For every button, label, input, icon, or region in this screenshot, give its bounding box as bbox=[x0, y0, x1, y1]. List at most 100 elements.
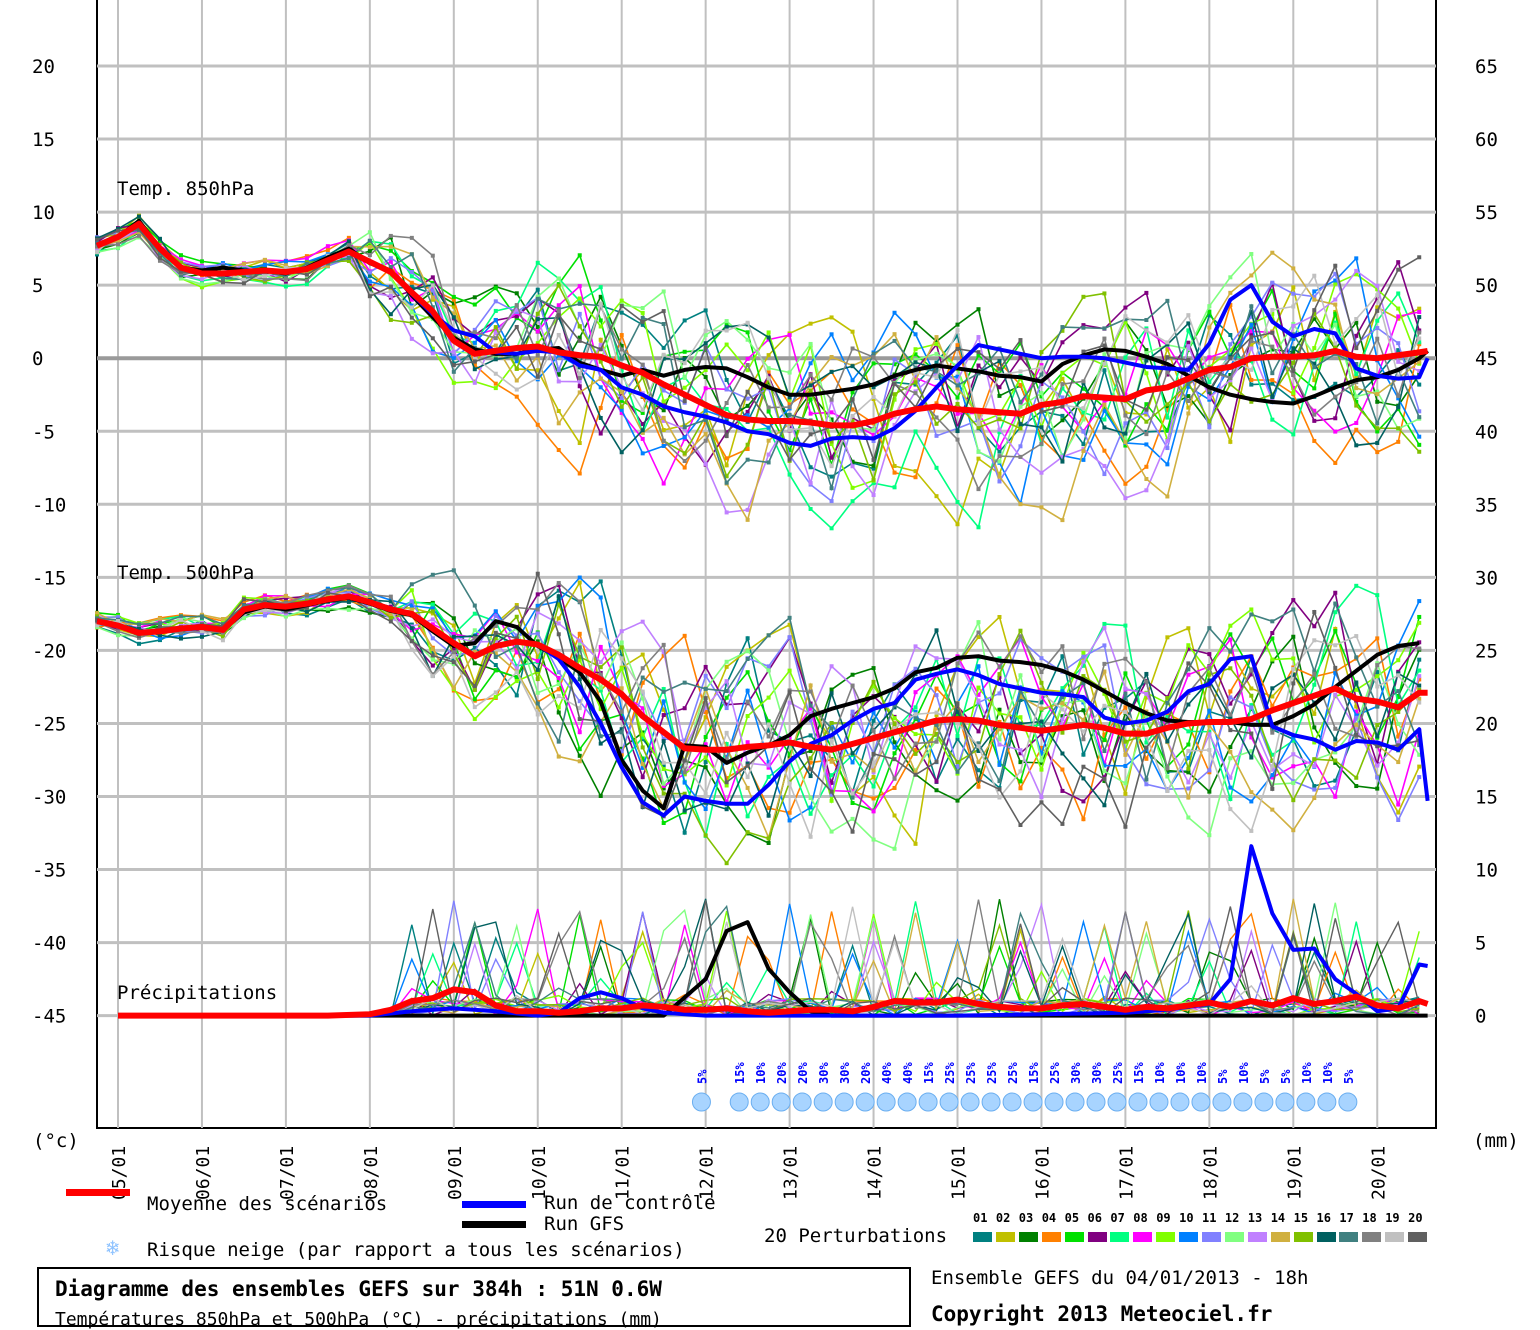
t500-member-point bbox=[850, 801, 855, 806]
t500-member-point bbox=[703, 715, 708, 720]
t850-member-point bbox=[703, 375, 708, 380]
t500-member-point bbox=[1039, 706, 1044, 711]
perturbation-swatch-09 bbox=[1156, 1232, 1176, 1242]
t500-member-point bbox=[116, 626, 120, 631]
t850-member-point bbox=[556, 313, 561, 318]
t850-member-point bbox=[1144, 290, 1149, 295]
t500-member-point bbox=[157, 621, 162, 626]
t500-member-point bbox=[829, 691, 834, 696]
t850-member-point bbox=[388, 317, 393, 322]
t850-member-point bbox=[1312, 297, 1317, 302]
t500-member-point bbox=[808, 749, 813, 754]
y-right-tick-label: 5 bbox=[1475, 933, 1486, 955]
t850-member-point bbox=[178, 253, 183, 258]
t850-member-point bbox=[1186, 358, 1191, 363]
t500-member-point bbox=[577, 575, 582, 580]
t850-member-point bbox=[1144, 476, 1149, 481]
t500-member-point bbox=[640, 804, 645, 809]
t850-member-point bbox=[640, 306, 645, 311]
t850-member-point bbox=[829, 439, 834, 444]
t850-member-point bbox=[1291, 372, 1296, 377]
t850-member-point bbox=[430, 283, 435, 288]
t500-member-point bbox=[955, 769, 960, 774]
t850-member-point bbox=[577, 296, 582, 301]
t850-member-point bbox=[1144, 317, 1149, 322]
t500-member-point bbox=[1165, 715, 1170, 720]
perturbation-code-12: 12 bbox=[1224, 1211, 1240, 1225]
t850-member-point bbox=[808, 506, 813, 511]
t500-member-point bbox=[1165, 700, 1170, 705]
t500-member-point bbox=[430, 622, 435, 627]
t500-member-point bbox=[1102, 732, 1107, 737]
t500-member-point bbox=[1018, 637, 1023, 642]
t500-member-point bbox=[116, 633, 120, 638]
t850-member-point bbox=[1123, 421, 1128, 426]
t850-member-point bbox=[1060, 376, 1065, 381]
t500-member-point bbox=[892, 785, 897, 790]
t500-member-point bbox=[1081, 752, 1086, 757]
t850-member-point bbox=[703, 328, 708, 333]
t850-member-point bbox=[262, 274, 267, 279]
t850-member-point bbox=[199, 282, 204, 287]
t500-member-point bbox=[535, 705, 540, 710]
t500-member-point bbox=[598, 579, 603, 584]
t500-member-point bbox=[1249, 755, 1254, 760]
t500-member-point bbox=[934, 710, 939, 715]
t500-member-point bbox=[976, 664, 981, 669]
t500-member-point bbox=[304, 593, 309, 598]
t850-member-point bbox=[1018, 355, 1023, 360]
t850-member-point bbox=[892, 392, 897, 397]
t500-member-point bbox=[556, 594, 561, 599]
t850-member-point bbox=[1249, 252, 1254, 257]
t850-member-point bbox=[850, 416, 855, 421]
t500-member-point bbox=[766, 763, 771, 768]
t850-member-point bbox=[1312, 308, 1317, 313]
t500-member-point bbox=[1291, 735, 1296, 740]
snow-risk-flake bbox=[691, 1092, 711, 1112]
t500-member-point bbox=[1039, 680, 1044, 685]
t850-member-point bbox=[1165, 340, 1170, 345]
t500-member-point bbox=[346, 585, 351, 590]
t500-member-point bbox=[514, 693, 519, 698]
t850-member-point bbox=[577, 379, 582, 384]
t850-member-point bbox=[955, 522, 960, 527]
t500-member-point bbox=[1354, 704, 1359, 709]
t500-member-point bbox=[1081, 717, 1086, 722]
t500-member-point bbox=[1081, 817, 1086, 822]
t850-member-point bbox=[913, 365, 918, 370]
t850-member-point bbox=[1060, 418, 1065, 423]
t500-member-point bbox=[1312, 757, 1317, 762]
t850-member-point bbox=[220, 280, 225, 285]
t500-member-point bbox=[955, 710, 960, 715]
t850-member-point bbox=[640, 451, 645, 456]
perturbation-swatch-17 bbox=[1339, 1232, 1359, 1242]
x-tick-label: 07/01 bbox=[277, 1146, 298, 1200]
t500-member-point bbox=[1207, 729, 1212, 734]
x-tick-label: 17/01 bbox=[1116, 1146, 1137, 1200]
snow-risk-flake bbox=[876, 1092, 896, 1112]
snow-risk-flake bbox=[855, 1092, 875, 1112]
t500-member-point bbox=[199, 614, 204, 619]
t500-member-point bbox=[997, 711, 1002, 716]
t850-member-point bbox=[1417, 328, 1422, 333]
t500-member-point bbox=[1396, 810, 1401, 815]
t500-member-point bbox=[493, 654, 498, 659]
t850-member-point bbox=[808, 383, 813, 388]
t850-member-point bbox=[1144, 358, 1149, 363]
t850-member-point bbox=[934, 401, 939, 406]
y-right-tick-label: 50 bbox=[1475, 275, 1498, 297]
t850-member-point bbox=[1165, 404, 1170, 409]
t500-member-point bbox=[598, 644, 603, 649]
t500-member-point bbox=[1312, 669, 1317, 674]
t500-member-point bbox=[1417, 700, 1422, 705]
t850-member-point bbox=[934, 375, 939, 380]
t500-member-point bbox=[724, 664, 729, 669]
t850-member-point bbox=[745, 409, 750, 414]
t500-member-point bbox=[577, 654, 582, 659]
t850-member-point bbox=[1060, 328, 1065, 333]
t500-member-point bbox=[493, 690, 498, 695]
t850-member-point bbox=[1039, 365, 1044, 370]
t500-member-point bbox=[787, 700, 792, 705]
t850-member-point bbox=[1123, 305, 1128, 310]
t850-member-point bbox=[367, 294, 372, 299]
